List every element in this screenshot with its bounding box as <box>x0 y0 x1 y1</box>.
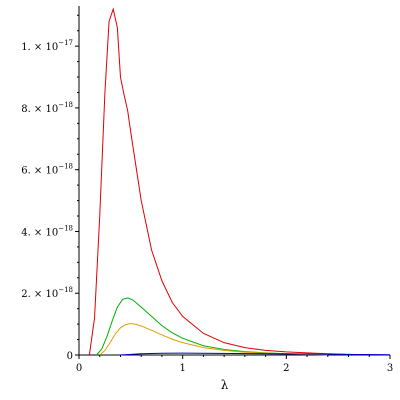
x-tick-label: 0 <box>76 363 82 374</box>
series-line-4 <box>120 352 391 356</box>
y-tick-label: 1. × 10−17 <box>21 39 73 53</box>
x-axis-label: λ <box>221 378 229 392</box>
x-tick-label: 2 <box>283 363 289 374</box>
y-tick-label: 4. × 10−18 <box>21 224 73 238</box>
x-tick-label: 3 <box>387 363 393 374</box>
x-tick-label: 1 <box>179 363 185 374</box>
series-line-1 <box>88 7 354 356</box>
y-tick-label: 6. × 10−18 <box>21 163 73 177</box>
y-tick-label: 2. × 10−18 <box>21 286 73 300</box>
y-tick-label: 8. × 10−18 <box>21 101 73 115</box>
ticks: 0 1 2 3 0 2. × 10−18 4. × 10−18 6. × 10−18 8. × … <box>21 14 393 374</box>
y-tick-label: 0 <box>67 351 73 362</box>
series-layer <box>88 7 391 356</box>
series-line-2 <box>96 297 328 356</box>
axes <box>78 6 390 356</box>
series-line-3 <box>99 322 328 356</box>
